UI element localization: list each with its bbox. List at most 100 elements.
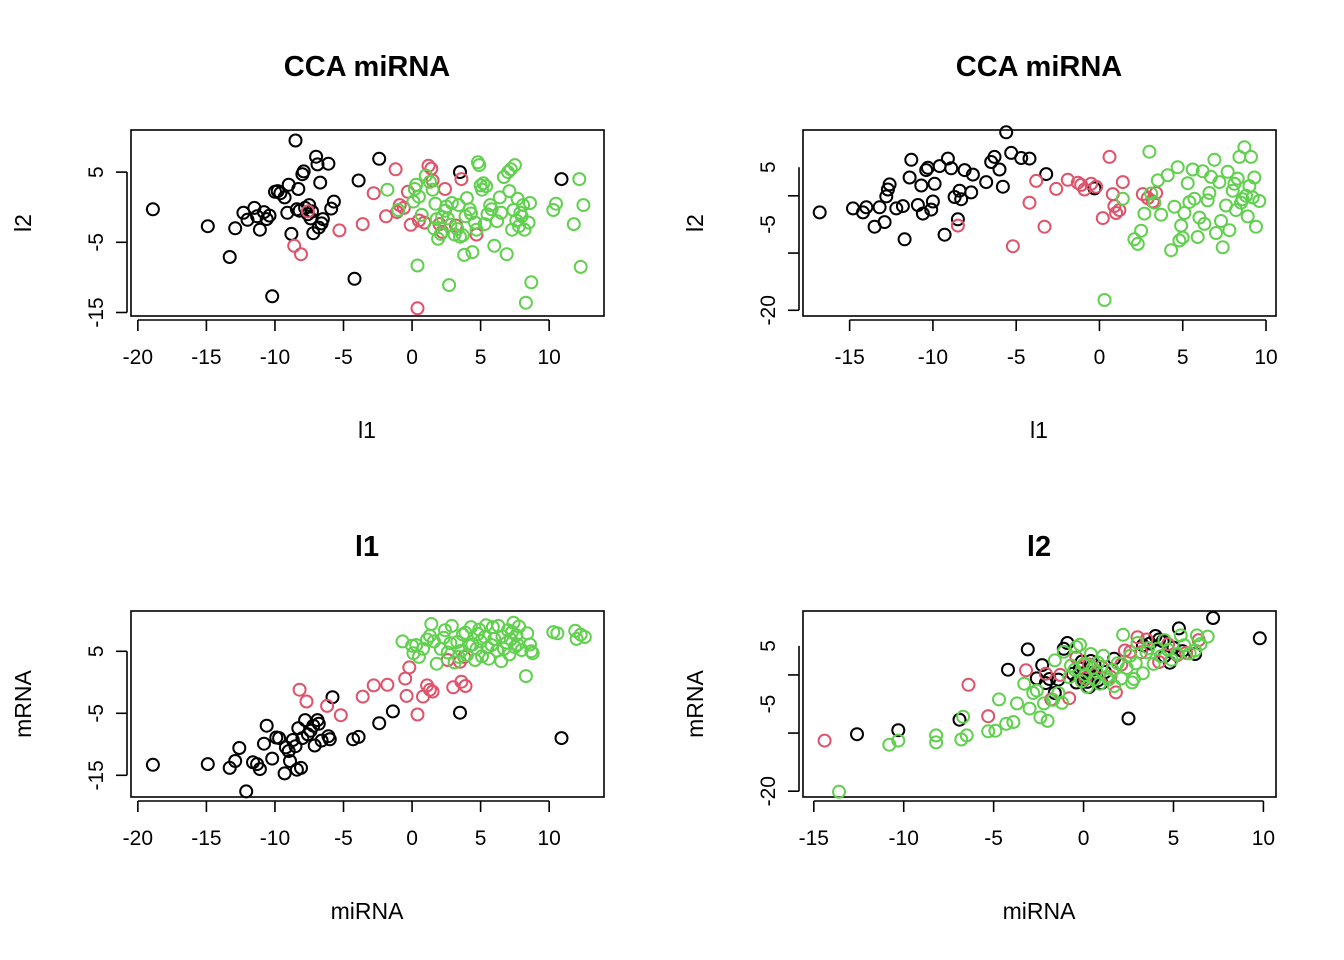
data-point-group2 bbox=[366, 678, 381, 693]
x-tick-label: 10 bbox=[537, 827, 560, 850]
data-point-group1 bbox=[872, 200, 887, 215]
data-point-group3 bbox=[1137, 206, 1152, 221]
y-tick-label: -5 bbox=[757, 695, 780, 714]
data-point-group1 bbox=[313, 175, 328, 190]
data-point-group1 bbox=[372, 716, 387, 731]
data-point-group3 bbox=[1207, 152, 1222, 167]
data-point-group3 bbox=[425, 182, 440, 197]
data-point-group2 bbox=[380, 677, 395, 692]
data-point-group3 bbox=[465, 637, 480, 652]
data-point-group3 bbox=[549, 196, 563, 211]
data-point-group1 bbox=[904, 152, 919, 167]
data-point-group3 bbox=[1252, 194, 1267, 208]
data-point-group3 bbox=[569, 631, 584, 646]
data-point-group3 bbox=[1175, 230, 1190, 245]
x-tick-label: 0 bbox=[406, 827, 418, 850]
y-tick-label: -20 bbox=[757, 295, 780, 325]
data-point-group1 bbox=[252, 762, 267, 777]
data-point-group1 bbox=[882, 177, 897, 192]
y-tick-label: -15 bbox=[85, 760, 108, 790]
data-point-group2 bbox=[1049, 181, 1064, 196]
data-point-group3 bbox=[477, 217, 492, 232]
data-point-group1 bbox=[895, 199, 910, 214]
data-point-group2 bbox=[961, 677, 976, 692]
x-tick-label: 0 bbox=[1078, 827, 1090, 850]
data-point-group2 bbox=[454, 172, 469, 187]
data-point-group3 bbox=[1174, 218, 1189, 233]
data-point-group1 bbox=[285, 733, 300, 747]
data-point-group1 bbox=[228, 754, 243, 768]
x-tick-label: 10 bbox=[537, 346, 560, 369]
data-point-group3 bbox=[1047, 653, 1062, 668]
data-point-group2 bbox=[333, 708, 348, 723]
data-point-group1 bbox=[952, 712, 967, 727]
data-point-group1 bbox=[877, 215, 892, 230]
data-point-group1 bbox=[232, 741, 247, 755]
data-point-group2 bbox=[410, 707, 425, 722]
data-point-group3 bbox=[1146, 656, 1161, 671]
x-axis-label: l1 bbox=[358, 417, 376, 443]
data-point-group1 bbox=[992, 162, 1007, 177]
data-point-group1 bbox=[902, 170, 917, 185]
data-point-group3 bbox=[525, 646, 540, 661]
data-point-group1 bbox=[924, 202, 939, 217]
data-point-group2 bbox=[299, 694, 314, 709]
data-point-group3 bbox=[1154, 207, 1169, 222]
data-point-group3 bbox=[1096, 648, 1111, 663]
data-point-group3 bbox=[444, 196, 459, 210]
x-tick-label: -10 bbox=[889, 827, 919, 850]
data-point-group3 bbox=[550, 626, 565, 641]
data-point-group1 bbox=[347, 271, 362, 286]
data-point-group3 bbox=[507, 158, 522, 173]
data-point-group3 bbox=[1249, 219, 1263, 234]
x-tick-label: 5 bbox=[475, 827, 487, 850]
data-point-group1 bbox=[310, 157, 325, 172]
plot-frame bbox=[802, 610, 1277, 798]
data-point-group3 bbox=[503, 162, 518, 177]
panel-l1-mirna-vs-mrna: l1 -20 -15 -10 -5 0 5 10 miRNA -15 -5 5 mRNA bbox=[10, 531, 605, 924]
data-point-group3 bbox=[981, 724, 996, 739]
data-point-group1 bbox=[372, 151, 387, 166]
data-point-group1 bbox=[914, 178, 929, 193]
data-point-group3 bbox=[1164, 243, 1179, 258]
x-tick-label: 10 bbox=[1252, 827, 1275, 850]
data-point-group2 bbox=[458, 679, 473, 693]
data-point-group3 bbox=[1073, 637, 1087, 652]
data-point-group3 bbox=[420, 632, 435, 647]
data-point-group2 bbox=[817, 733, 832, 748]
data-point-group3 bbox=[1185, 162, 1200, 177]
data-point-group3 bbox=[465, 245, 480, 260]
data-point-group3 bbox=[572, 172, 587, 187]
y-tick-label: 5 bbox=[757, 161, 780, 173]
y-axis-label: mRNA bbox=[682, 669, 708, 737]
data-point-group2 bbox=[950, 218, 965, 233]
y-axis-label: mRNA bbox=[10, 669, 36, 737]
data-point-group2 bbox=[410, 301, 425, 316]
data-point-group1 bbox=[1121, 711, 1136, 726]
y-tick-label: -5 bbox=[757, 215, 780, 234]
data-point-group3 bbox=[391, 203, 406, 217]
data-point-group3 bbox=[1141, 641, 1156, 656]
data-point-group1 bbox=[351, 729, 366, 744]
data-point-group1 bbox=[200, 219, 215, 234]
data-point-group1 bbox=[277, 190, 292, 205]
chart-title: l2 bbox=[1027, 531, 1051, 563]
data-point-group1 bbox=[1171, 621, 1186, 636]
data-point-group1 bbox=[236, 205, 251, 220]
data-point-group3 bbox=[410, 258, 425, 273]
data-point-group1 bbox=[326, 194, 341, 209]
x-tick-label: -5 bbox=[1007, 346, 1026, 369]
data-point-group2 bbox=[454, 674, 469, 689]
data-point-group3 bbox=[929, 728, 944, 743]
data-point-group1 bbox=[1206, 611, 1221, 625]
data-point-group1 bbox=[965, 167, 980, 182]
x-tick-label: -5 bbox=[334, 346, 353, 369]
data-point-group3 bbox=[1209, 226, 1223, 240]
data-point-group3 bbox=[1130, 636, 1145, 650]
x-axis-label: l1 bbox=[1030, 417, 1048, 443]
data-point-group3 bbox=[988, 723, 1003, 738]
data-point-group2 bbox=[332, 223, 347, 238]
panel-cca-mirna-l1-l2-second: CCA miRNA -15 -10 -5 0 5 10 l1 -20 -5 5 l2 bbox=[682, 51, 1278, 443]
data-point-group3 bbox=[1017, 676, 1032, 691]
data-point-group3 bbox=[475, 182, 489, 197]
